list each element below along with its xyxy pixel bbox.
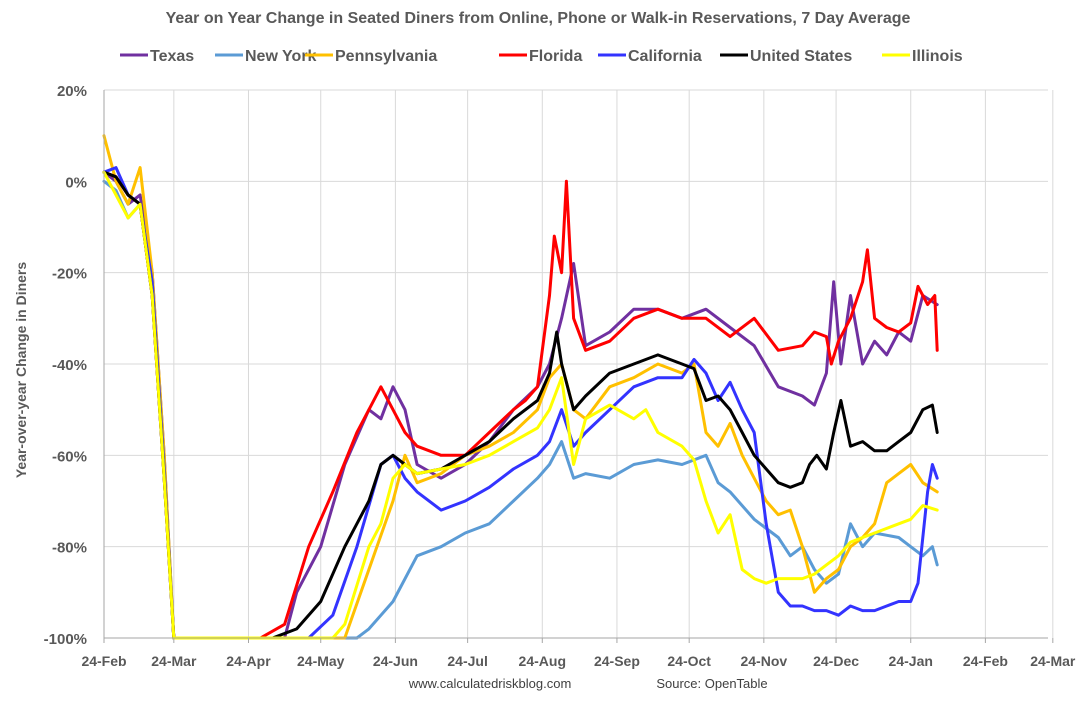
- legend-label-pennsylvania: Pennsylvania: [335, 48, 437, 65]
- series-line-united-states: [102, 170, 939, 640]
- x-tick-label: 24-Oct: [667, 653, 711, 669]
- x-tick-label: 24-Mar: [151, 653, 197, 669]
- grid: [104, 89, 1054, 639]
- x-tick-label: 24-Aug: [519, 653, 566, 669]
- legend-label-florida: Florida: [529, 48, 582, 65]
- y-tick-label: 0%: [65, 174, 87, 191]
- legend-label-texas: Texas: [150, 48, 194, 65]
- x-tick-label: 24-Sep: [594, 653, 640, 669]
- x-tick-label: 24-Mar: [1030, 653, 1076, 669]
- x-tick-label: 24-Feb: [963, 653, 1008, 669]
- x-tick-label: 24-Jan: [889, 653, 933, 669]
- footer-source: Source: OpenTable: [656, 676, 767, 691]
- x-tick-label: 24-Nov: [740, 653, 787, 669]
- series-line-florida: [102, 170, 939, 640]
- y-tick-label: -60%: [52, 448, 87, 465]
- chart-title: Year on Year Change in Seated Diners fro…: [166, 10, 911, 27]
- legend-label-united-states: United States: [750, 48, 852, 65]
- series-line-new-york: [102, 179, 939, 640]
- x-tick-label: 24-Feb: [81, 653, 126, 669]
- legend-label-california: California: [628, 48, 702, 65]
- y-tick-label: -100%: [44, 631, 87, 648]
- series-line-illinois: [102, 170, 939, 640]
- y-tick-label: -20%: [52, 266, 87, 283]
- x-tick-label: 24-Apr: [226, 653, 271, 669]
- series-line-california: [102, 166, 939, 640]
- y-tick-label: -40%: [52, 357, 87, 374]
- axes: 20% 0% -20% -40% -60% -80% -100% 24-Feb 24-Mar 24…: [44, 83, 1076, 669]
- legend-label-new-york: New York: [245, 48, 317, 65]
- y-tick-label: 20%: [57, 83, 87, 100]
- x-tick-label: 24-Dec: [813, 653, 859, 669]
- x-tick-label: 24-Jul: [447, 653, 487, 669]
- legend: Texas New York Pennsylvania Florida Californ…: [120, 48, 963, 65]
- y-axis-label: Year-over-year Change in Diners: [13, 262, 29, 479]
- y-tick-label: -80%: [52, 540, 87, 557]
- x-tick-label: 24-May: [297, 653, 345, 669]
- series-lines: [102, 134, 939, 640]
- legend-label-illinois: Illinois: [912, 48, 963, 65]
- footer-website: www.calculatedriskblog.com: [408, 676, 572, 691]
- x-tick-label: 24-Jun: [373, 653, 418, 669]
